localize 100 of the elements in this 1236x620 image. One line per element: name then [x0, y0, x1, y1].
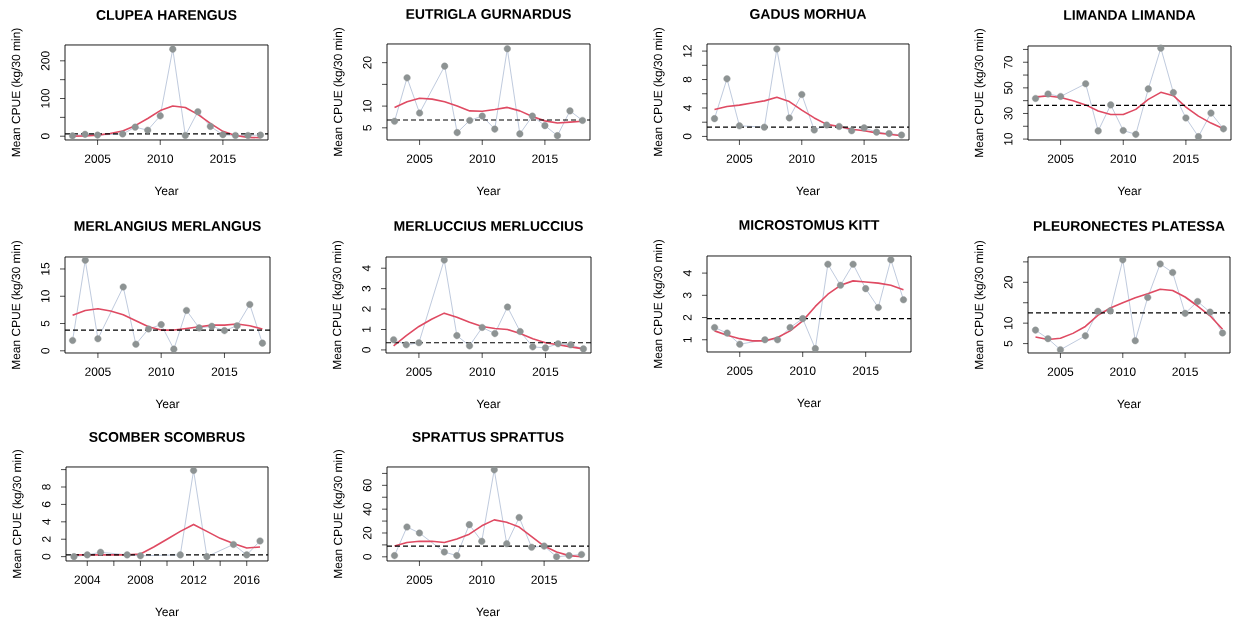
y-tick-label: 5: [1004, 340, 1013, 347]
point: [231, 131, 239, 139]
y-tick-label: 4: [362, 265, 371, 272]
point: [490, 466, 498, 474]
point: [194, 108, 202, 116]
point: [157, 321, 165, 329]
point: [478, 323, 486, 331]
point: [136, 552, 144, 560]
y-tick-label: 2: [683, 314, 692, 321]
x-tick-label: 2015: [531, 575, 557, 584]
point: [1169, 89, 1177, 97]
point: [1219, 329, 1227, 337]
x-tick-label: 2010: [1110, 367, 1136, 376]
point: [256, 537, 264, 545]
x-tick-label: 2010: [469, 575, 495, 584]
point: [540, 542, 548, 550]
point: [390, 336, 398, 344]
y-tick-label: 1: [362, 326, 371, 332]
point: [1156, 260, 1164, 268]
y-tick-label: 0: [363, 553, 372, 560]
chart-title: EUTRIGLA GURNARDUS: [406, 9, 571, 19]
point: [503, 45, 511, 53]
x-tick-label: 2005: [406, 367, 432, 376]
point: [1081, 332, 1089, 340]
point: [899, 296, 907, 304]
point: [169, 45, 177, 53]
x-tick-label: 2010: [790, 366, 816, 375]
point: [1106, 307, 1114, 315]
point: [529, 343, 537, 351]
point: [181, 131, 189, 139]
point: [1132, 130, 1140, 138]
point: [578, 116, 586, 124]
chart-title: SCOMBER SCOMBRUS: [89, 432, 245, 442]
x-tick-label: 2005: [84, 154, 111, 163]
y-tick-label: 15: [41, 262, 50, 275]
point: [453, 129, 461, 137]
point: [723, 75, 731, 83]
point: [478, 537, 486, 545]
point: [1207, 109, 1215, 117]
point: [1057, 92, 1065, 100]
point: [578, 550, 586, 558]
point: [887, 256, 895, 264]
point: [441, 62, 449, 70]
point: [233, 322, 241, 330]
point: [541, 122, 549, 130]
point: [453, 552, 461, 560]
point: [1144, 293, 1152, 301]
point: [761, 336, 769, 344]
point: [119, 283, 127, 291]
y-tick-label: 5: [363, 125, 372, 131]
point: [785, 114, 793, 122]
y-tick-label: 0: [41, 133, 50, 140]
x-tick-label: 2016: [234, 575, 260, 584]
point: [516, 130, 524, 138]
point: [182, 306, 190, 314]
y-tick-label: 6: [42, 501, 51, 508]
y-tick-label: 2: [42, 536, 51, 542]
point: [256, 131, 264, 139]
point: [97, 548, 105, 556]
point: [403, 74, 411, 82]
y-tick-label: 2: [362, 306, 371, 312]
point: [849, 260, 857, 268]
point: [567, 341, 575, 349]
point: [244, 131, 252, 139]
point: [735, 122, 743, 130]
point: [711, 324, 719, 332]
point: [491, 330, 499, 338]
x-tick-label: 2005: [727, 366, 753, 375]
x-tick-label: 2004: [74, 575, 101, 584]
point: [403, 523, 411, 531]
y-tick-label: 12: [683, 45, 692, 57]
y-axis-title: Mean CPUE (kg/30 min): [11, 28, 23, 157]
point: [774, 336, 782, 344]
y-axis-title: Mean CPUE (kg/30 min): [974, 28, 986, 157]
point: [786, 324, 794, 332]
point: [1169, 269, 1177, 277]
point: [1119, 127, 1127, 135]
y-tick-label: 3: [683, 292, 692, 299]
point: [760, 123, 768, 131]
point: [554, 340, 562, 348]
point: [835, 122, 843, 130]
point: [541, 344, 549, 352]
x-tick-label: 2010: [789, 154, 815, 163]
x-tick-label: 2010: [148, 367, 175, 376]
chart-title: MICROSTOMUS KITT: [739, 220, 880, 230]
y-tick-label: 100: [41, 89, 50, 108]
point: [1044, 90, 1052, 98]
point: [1044, 335, 1052, 343]
chart-title: CLUPEA HARENGUS: [96, 10, 237, 20]
point: [415, 339, 423, 347]
x-axis-title: Year: [476, 607, 500, 617]
point: [528, 112, 536, 120]
y-tick-label: 50: [1004, 81, 1013, 95]
point: [723, 329, 731, 337]
point: [799, 315, 807, 323]
chart-title: MERLUCCIUS MERLUCCIUS: [394, 221, 583, 231]
point: [1119, 256, 1127, 264]
y-tick-label: 1: [683, 337, 692, 343]
y-axis-title: Mean CPUE (kg/30 min): [653, 27, 665, 156]
point: [219, 131, 227, 139]
